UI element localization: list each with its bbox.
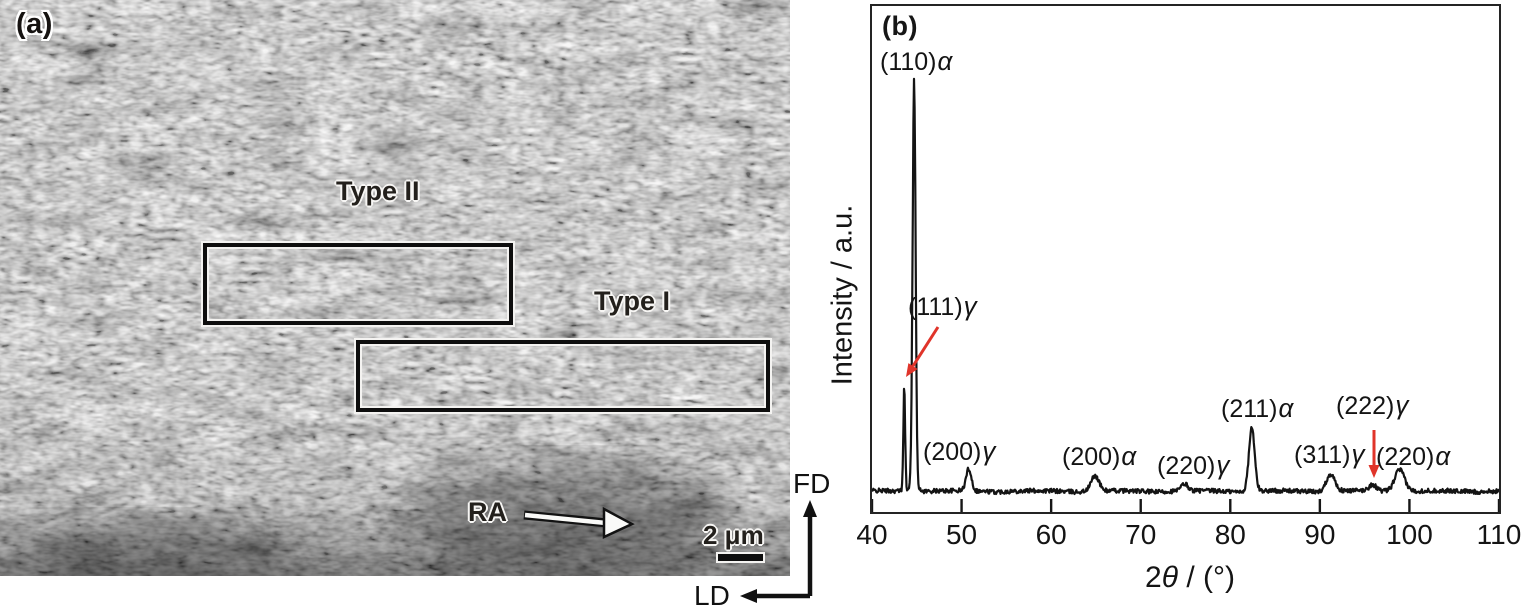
xrd-trace-svg (872, 77, 1499, 512)
peak-phase: γ (1395, 390, 1409, 420)
panel-b-label: (b) (882, 11, 918, 41)
peak-phase: α (1121, 441, 1137, 471)
peak-hkl: (220) (1376, 443, 1435, 471)
peak-phase: γ (963, 291, 977, 321)
x-axis-title: 2θ / (°) (1145, 561, 1235, 595)
type-i-label: Type I (594, 286, 671, 316)
peak-hkl: (220) (1157, 452, 1216, 480)
x-axis-ticks (872, 499, 1499, 512)
peak-label: (200)γ (923, 436, 995, 467)
peak-phase: α (937, 46, 953, 76)
x-tick-label: 110 (1476, 519, 1522, 550)
peak-annotation-arrows (906, 326, 1380, 478)
fd-axis-label: FD (793, 468, 831, 499)
ld-axis-label: LD (694, 580, 730, 611)
peak-hkl: (111) (908, 293, 963, 321)
peak-label: (222)γ (1336, 390, 1408, 421)
red-arrow-head (1368, 465, 1380, 478)
x-tick-label: 50 (945, 519, 978, 550)
peak-labels: (110)α (111)γ (200)γ (200)α (220)γ (211)α (311… (872, 6, 1499, 512)
peak-hkl: (311) (1294, 441, 1351, 469)
type-ii-roi-box (203, 243, 513, 325)
red-arrow-head (906, 363, 918, 377)
orientation-axes-icon (740, 500, 817, 603)
x-tick-label: 70 (1125, 519, 1157, 550)
x-tick-label: 80 (1214, 519, 1246, 550)
peak-hkl: (222) (1336, 392, 1395, 420)
y-axis-label: Intensity / a.u. (826, 204, 859, 386)
peak-phase: γ (1216, 450, 1230, 480)
x-tick-label: 40 (856, 519, 888, 550)
ra-label: RA (468, 497, 507, 527)
panel-a-label: (a) (16, 8, 53, 40)
scale-bar-label: 2 μm (703, 520, 764, 550)
peak-label: (111)γ (908, 291, 977, 322)
x-axis-tick-labels: 40 50 60 70 80 90 100 110 (856, 519, 1521, 553)
peak-label: (220)α (1376, 441, 1450, 472)
x-tick-label: 60 (1035, 519, 1067, 550)
ra-arrow-icon (523, 506, 635, 539)
peak-label: (220)γ (1157, 450, 1229, 481)
peak-phase: α (1278, 393, 1294, 423)
peak-phase: γ (982, 436, 996, 466)
peak-phase: γ (1351, 439, 1365, 469)
x-tick-label: 100 (1386, 519, 1433, 550)
sem-texture (0, 0, 790, 576)
x-axis-title-theta: θ (1161, 561, 1178, 594)
x-tick-label: 90 (1304, 519, 1336, 550)
peak-label: (211)α (1221, 393, 1293, 424)
xrd-trace (872, 77, 1499, 496)
peak-hkl: (110) (880, 48, 937, 76)
peak-label: (110)α (880, 46, 952, 77)
type-ii-label: Type II (336, 176, 420, 206)
x-axis-title-pre: 2 (1145, 561, 1162, 594)
scale-bar (718, 554, 763, 561)
xrd-plot: (b) (110)α (111)γ (200)γ (200)α (220)γ (211)α… (870, 4, 1501, 514)
peak-hkl: (200) (923, 438, 982, 466)
red-arrow-shaft (911, 326, 940, 367)
panel-a-micrograph: (a) Type II Type I RA 2 μm (0, 0, 790, 576)
peak-phase: α (1435, 441, 1451, 471)
type-i-roi-box (356, 340, 770, 412)
x-axis-title-post: / (°) (1177, 561, 1235, 594)
peak-hkl: (211) (1221, 395, 1278, 423)
peak-label: (200)α (1062, 441, 1136, 472)
peak-hkl: (200) (1062, 443, 1121, 471)
peak-label: (311)γ (1294, 439, 1365, 470)
